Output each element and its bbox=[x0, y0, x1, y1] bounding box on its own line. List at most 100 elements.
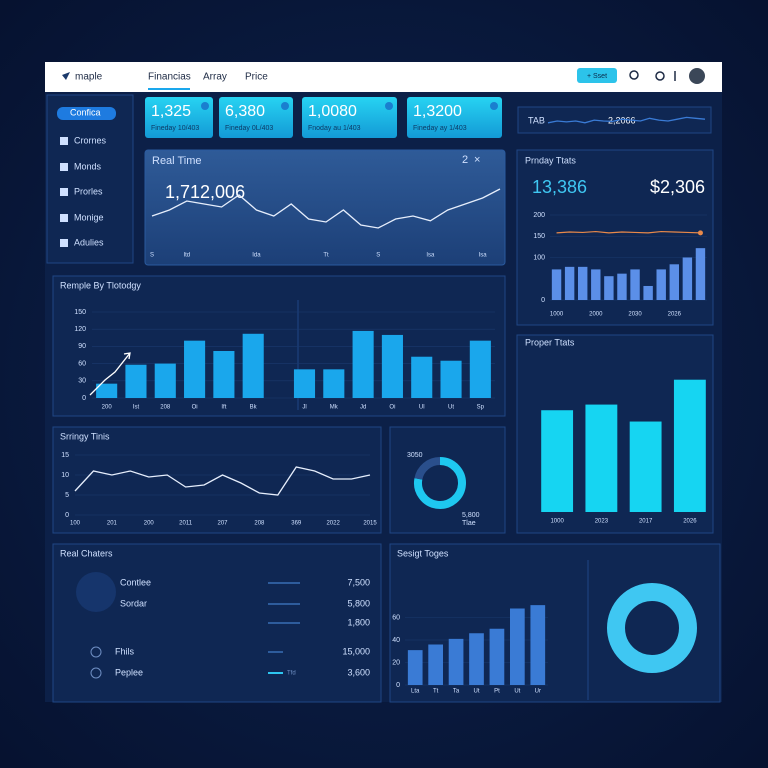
bar bbox=[489, 628, 505, 685]
row-value: 7,500 bbox=[347, 577, 370, 587]
donut-segment bbox=[414, 457, 466, 509]
bar bbox=[125, 364, 147, 398]
x-tick-label: Ut bbox=[474, 689, 480, 695]
chart-title: Real Time bbox=[152, 155, 202, 167]
panel bbox=[52, 275, 506, 417]
bar bbox=[213, 350, 235, 398]
bar bbox=[469, 633, 484, 685]
nav-item[interactable]: Price bbox=[245, 72, 268, 83]
x-tick-label: Jd bbox=[360, 405, 366, 411]
chart-title: Proper Ttats bbox=[525, 337, 575, 347]
nav-item[interactable]: Financias bbox=[148, 72, 191, 83]
menu-icon bbox=[60, 239, 68, 247]
bar bbox=[695, 248, 706, 300]
panel-title: Real Chaters bbox=[60, 548, 113, 558]
row-label: Sordar bbox=[120, 598, 147, 608]
menu-item[interactable]: Adulies bbox=[74, 237, 104, 247]
x-tick-label: Bk bbox=[250, 405, 258, 411]
kpi-value: 6,380 bbox=[225, 103, 265, 120]
y-tick-label: 60 bbox=[78, 360, 86, 367]
panel bbox=[516, 149, 714, 326]
ring bbox=[607, 583, 697, 673]
bar bbox=[551, 269, 562, 300]
menu-item[interactable]: Monds bbox=[74, 161, 102, 171]
y-tick-label: 150 bbox=[74, 309, 86, 316]
bar bbox=[604, 276, 614, 300]
menu-item[interactable]: Confica bbox=[70, 107, 101, 117]
row-label: Peplee bbox=[115, 667, 143, 677]
bar bbox=[381, 334, 403, 398]
y-tick-label: 100 bbox=[533, 254, 545, 261]
chart-title: Remple By Tlotodgy bbox=[60, 280, 141, 290]
bar bbox=[564, 266, 575, 300]
donut-caption: 5,800 bbox=[462, 512, 480, 519]
row-label: Contlee bbox=[120, 577, 151, 587]
control[interactable]: × bbox=[474, 154, 480, 166]
kpi-card bbox=[145, 97, 213, 138]
x-tick-label: 208 bbox=[160, 405, 171, 411]
x-tick-label: Isa bbox=[426, 253, 435, 259]
x-tick-label: Ul bbox=[419, 405, 425, 411]
panel bbox=[144, 149, 506, 266]
bar bbox=[293, 369, 316, 398]
logo-icon bbox=[62, 72, 70, 80]
control[interactable]: 2 bbox=[462, 154, 468, 166]
x-tick-label: 2015 bbox=[363, 521, 377, 527]
panel bbox=[389, 543, 721, 703]
row-label: Fhils bbox=[115, 646, 135, 656]
nav-item[interactable]: Array bbox=[203, 72, 227, 83]
chart-title: Sesigt Toges bbox=[397, 548, 449, 558]
x-tick-label: 208 bbox=[254, 521, 265, 527]
x-tick-label: Tt bbox=[323, 253, 329, 259]
row-value: 1,800 bbox=[347, 617, 370, 627]
y-tick-label: 0 bbox=[541, 297, 545, 304]
button-label: + Sset bbox=[587, 73, 607, 80]
y-tick-label: 0 bbox=[82, 395, 86, 402]
add-button[interactable] bbox=[577, 68, 617, 83]
kpi-icon bbox=[490, 102, 498, 110]
bar bbox=[154, 363, 176, 398]
kpi-value: 1,3200 bbox=[413, 103, 462, 120]
list-icon-bg bbox=[76, 572, 116, 612]
bar bbox=[585, 404, 618, 512]
menu-icon bbox=[60, 188, 68, 196]
clock-icon[interactable] bbox=[655, 71, 665, 81]
x-tick-label: Sp bbox=[477, 405, 485, 411]
x-tick-label: 100 bbox=[70, 521, 81, 527]
kpi-caption: Fineday 10/403 bbox=[151, 125, 199, 132]
bar bbox=[448, 638, 464, 685]
bar bbox=[630, 269, 640, 300]
y-tick-label: 200 bbox=[533, 212, 545, 219]
bar bbox=[407, 650, 423, 685]
bar bbox=[643, 285, 653, 300]
x-tick-label: 2026 bbox=[683, 519, 697, 525]
kpi-card bbox=[407, 97, 502, 138]
kpi-caption: Fineday ay 1/403 bbox=[413, 125, 467, 132]
x-tick-label: Mk bbox=[330, 405, 339, 411]
x-tick-label: Ut bbox=[448, 405, 454, 411]
x-tick-label: 2022 bbox=[326, 521, 340, 527]
donut-label: 3050 bbox=[407, 452, 423, 459]
bar bbox=[682, 257, 693, 300]
menu-item[interactable]: Monige bbox=[74, 212, 104, 222]
panel bbox=[389, 426, 506, 534]
kpi-card bbox=[302, 97, 397, 138]
kpi-value: 1,325 bbox=[151, 103, 191, 120]
y-tick-label: 0 bbox=[65, 512, 69, 519]
x-tick-label: Isa bbox=[479, 253, 488, 259]
x-tick-label: 1000 bbox=[550, 312, 564, 318]
search-icon[interactable] bbox=[629, 70, 639, 80]
kpi-caption: Fnoday au 1/403 bbox=[308, 125, 361, 132]
x-tick-label: Ida bbox=[252, 253, 261, 259]
line bbox=[151, 188, 501, 229]
menu-item[interactable]: Prorles bbox=[74, 186, 103, 196]
row-icon bbox=[90, 667, 102, 679]
headline: 13,386 bbox=[532, 177, 587, 197]
avatar[interactable] bbox=[689, 68, 705, 84]
logo[interactable]: maple bbox=[75, 72, 103, 83]
panel bbox=[52, 543, 382, 703]
menu-item[interactable]: Crornes bbox=[74, 135, 107, 145]
chart-title: TAB bbox=[528, 115, 545, 125]
